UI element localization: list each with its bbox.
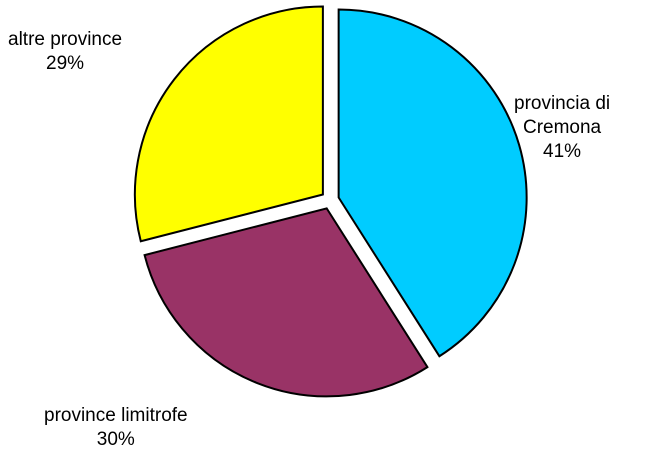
- pie-slice-province-limitrofe: [143, 207, 429, 398]
- slice-label-provincia-di-cremona: provincia di Cremona 41%: [514, 92, 610, 164]
- slice-value-label: 29%: [46, 53, 85, 74]
- slice-label-line: provincia di: [514, 93, 611, 114]
- slice-label-line: Cremona: [522, 117, 602, 138]
- slice-label-altre-province: altre province 29%: [8, 28, 122, 76]
- slice-value-label: 41%: [543, 141, 582, 162]
- slice-label-province-limitrofe: province limitrofe 30%: [44, 404, 188, 452]
- pie-slices: [133, 5, 528, 398]
- pie-slice-provincia-di-cremona: [337, 8, 528, 358]
- slice-value-label: 30%: [96, 429, 135, 450]
- pie-slice-altre-province: [133, 5, 324, 243]
- slice-label-line: altre province: [8, 29, 123, 50]
- slice-label-line: province limitrofe: [44, 405, 188, 426]
